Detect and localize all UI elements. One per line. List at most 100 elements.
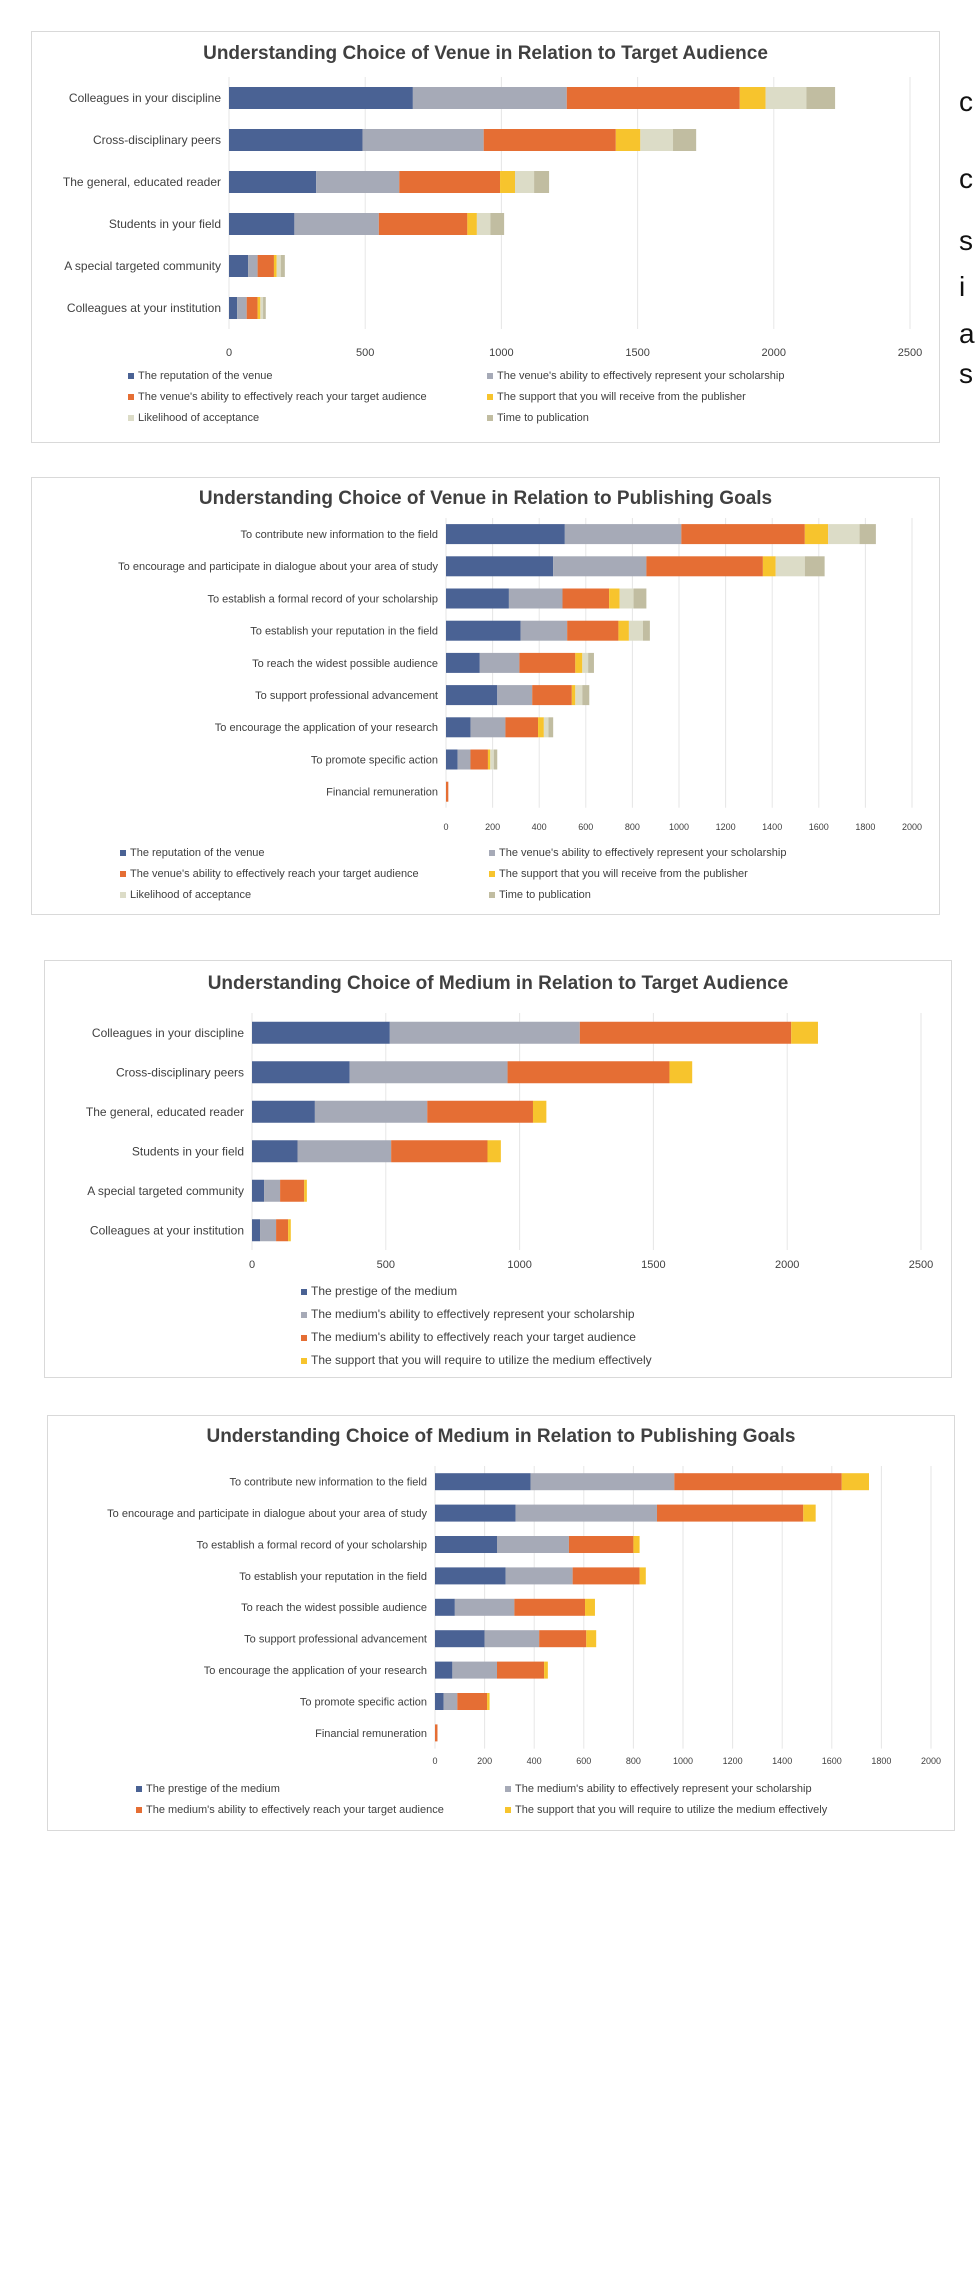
bar-segment bbox=[619, 588, 634, 609]
bar-segment bbox=[514, 1598, 586, 1616]
bar-segment bbox=[470, 749, 488, 770]
category-label: To encourage and participate in dialogue… bbox=[118, 561, 438, 573]
bar-segment bbox=[294, 213, 379, 235]
bar-segment bbox=[276, 255, 281, 277]
legend-label: The support that you will receive from t… bbox=[499, 868, 748, 880]
legend-label: The venue's ability to effectively reach… bbox=[130, 868, 419, 880]
tick-label: 0 bbox=[432, 1756, 437, 1766]
tick-label: 2500 bbox=[898, 347, 922, 359]
tick-label: 2000 bbox=[921, 1756, 941, 1766]
category-label: Colleagues in your discipline bbox=[69, 91, 221, 105]
bar-segment bbox=[229, 213, 295, 235]
bar-segment bbox=[490, 749, 494, 770]
category-label: To encourage the application of your res… bbox=[215, 722, 438, 734]
bar-segment bbox=[280, 1179, 305, 1202]
bar-segment bbox=[435, 1598, 455, 1616]
tick-label: 1800 bbox=[855, 822, 875, 832]
tick-label: 600 bbox=[576, 1756, 591, 1766]
bar-segment bbox=[273, 255, 277, 277]
legend-label: The support that you will require to uti… bbox=[515, 1804, 828, 1816]
bar-segment bbox=[435, 1473, 531, 1491]
bar-segment bbox=[775, 556, 805, 577]
bar-segment bbox=[229, 87, 413, 109]
bar-segment bbox=[575, 685, 583, 706]
bar-segment bbox=[399, 171, 501, 193]
category-label: To promote specific action bbox=[311, 754, 438, 766]
bar-segment bbox=[229, 129, 363, 151]
tick-label: 1400 bbox=[772, 1756, 792, 1766]
tick-label: 1200 bbox=[723, 1756, 743, 1766]
bar-segment bbox=[841, 1473, 869, 1491]
bar-segment bbox=[446, 749, 458, 770]
bar-segment bbox=[435, 1567, 506, 1585]
category-label: Cross-disciplinary peers bbox=[116, 1065, 244, 1079]
bar-segment bbox=[316, 171, 400, 193]
category-label: Financial remuneration bbox=[326, 787, 438, 799]
bar-segment bbox=[515, 171, 535, 193]
bar-segment bbox=[564, 524, 682, 545]
bar-segment bbox=[633, 1536, 640, 1553]
legend-label: The reputation of the venue bbox=[138, 370, 273, 382]
bar-segment bbox=[656, 1504, 804, 1522]
tick-label: 400 bbox=[532, 822, 547, 832]
legend-swatch bbox=[487, 394, 493, 400]
bar-segment bbox=[435, 1504, 516, 1522]
chart-venue-target-audience: Understanding Choice of Venue in Relatio… bbox=[63, 43, 922, 424]
bar-segment bbox=[446, 556, 554, 577]
legend-swatch bbox=[505, 1807, 511, 1813]
legend-label: The medium's ability to effectively reac… bbox=[311, 1330, 636, 1344]
bar-segment bbox=[435, 1630, 485, 1648]
category-label: Financial remuneration bbox=[315, 1728, 427, 1740]
legend-label: Likelihood of acceptance bbox=[130, 889, 251, 901]
bar-segment bbox=[252, 1100, 315, 1123]
bar-segment bbox=[412, 87, 567, 109]
bar-segment bbox=[539, 1630, 587, 1648]
bar-segment bbox=[280, 255, 285, 277]
bar-segment bbox=[500, 171, 516, 193]
bar-segment bbox=[252, 1219, 261, 1242]
bar-segment bbox=[276, 1219, 289, 1242]
bar-segment bbox=[520, 620, 568, 641]
legend-swatch bbox=[489, 850, 495, 856]
legend-label: The medium's ability to effectively repr… bbox=[311, 1307, 635, 1321]
legend-swatch bbox=[136, 1807, 142, 1813]
category-label: A special targeted community bbox=[87, 1184, 244, 1198]
bar-segment bbox=[803, 1504, 816, 1522]
side-text-letter: s bbox=[959, 225, 973, 256]
bar-segment bbox=[304, 1179, 307, 1202]
tick-label: 2000 bbox=[775, 1259, 799, 1271]
legend-label: The venue's ability to effectively repre… bbox=[497, 370, 784, 382]
legend-swatch bbox=[128, 394, 134, 400]
bar-segment bbox=[229, 297, 238, 319]
category-label: To contribute new information to the fie… bbox=[229, 1477, 427, 1489]
legend-label: The venue's ability to effectively reach… bbox=[138, 391, 427, 403]
bar-segment bbox=[446, 588, 509, 609]
tick-label: 1000 bbox=[507, 1259, 531, 1271]
tick-label: 0 bbox=[226, 347, 232, 359]
bar-segment bbox=[505, 717, 539, 738]
bar-segment bbox=[457, 1693, 488, 1710]
category-label: To encourage the application of your res… bbox=[204, 1665, 427, 1677]
category-label: To establish your reputation in the fiel… bbox=[250, 626, 438, 638]
category-label: To establish your reputation in the fiel… bbox=[239, 1571, 427, 1583]
bar-segment bbox=[435, 1661, 453, 1679]
legend-swatch bbox=[301, 1358, 307, 1364]
chart-panel-medium-publishing-goals: Understanding Choice of Medium in Relati… bbox=[47, 1415, 955, 1831]
tick-label: 1200 bbox=[716, 822, 736, 832]
bar-segment bbox=[572, 1567, 640, 1585]
bar-segment bbox=[828, 524, 860, 545]
category-label: To encourage and participate in dialogue… bbox=[107, 1508, 427, 1520]
bar-segment bbox=[378, 213, 468, 235]
bar-segment bbox=[446, 524, 565, 545]
tick-label: 500 bbox=[377, 1259, 395, 1271]
tick-label: 1000 bbox=[669, 822, 689, 832]
legend-swatch bbox=[489, 871, 495, 877]
legend-label: The prestige of the medium bbox=[311, 1284, 457, 1298]
bar-segment bbox=[288, 1219, 291, 1242]
tick-label: 200 bbox=[485, 822, 500, 832]
bar-segment bbox=[483, 129, 616, 151]
legend-swatch bbox=[120, 871, 126, 877]
legend-label: Likelihood of acceptance bbox=[138, 412, 259, 424]
bar-segment bbox=[497, 1536, 569, 1553]
bar-segment bbox=[586, 1630, 597, 1648]
